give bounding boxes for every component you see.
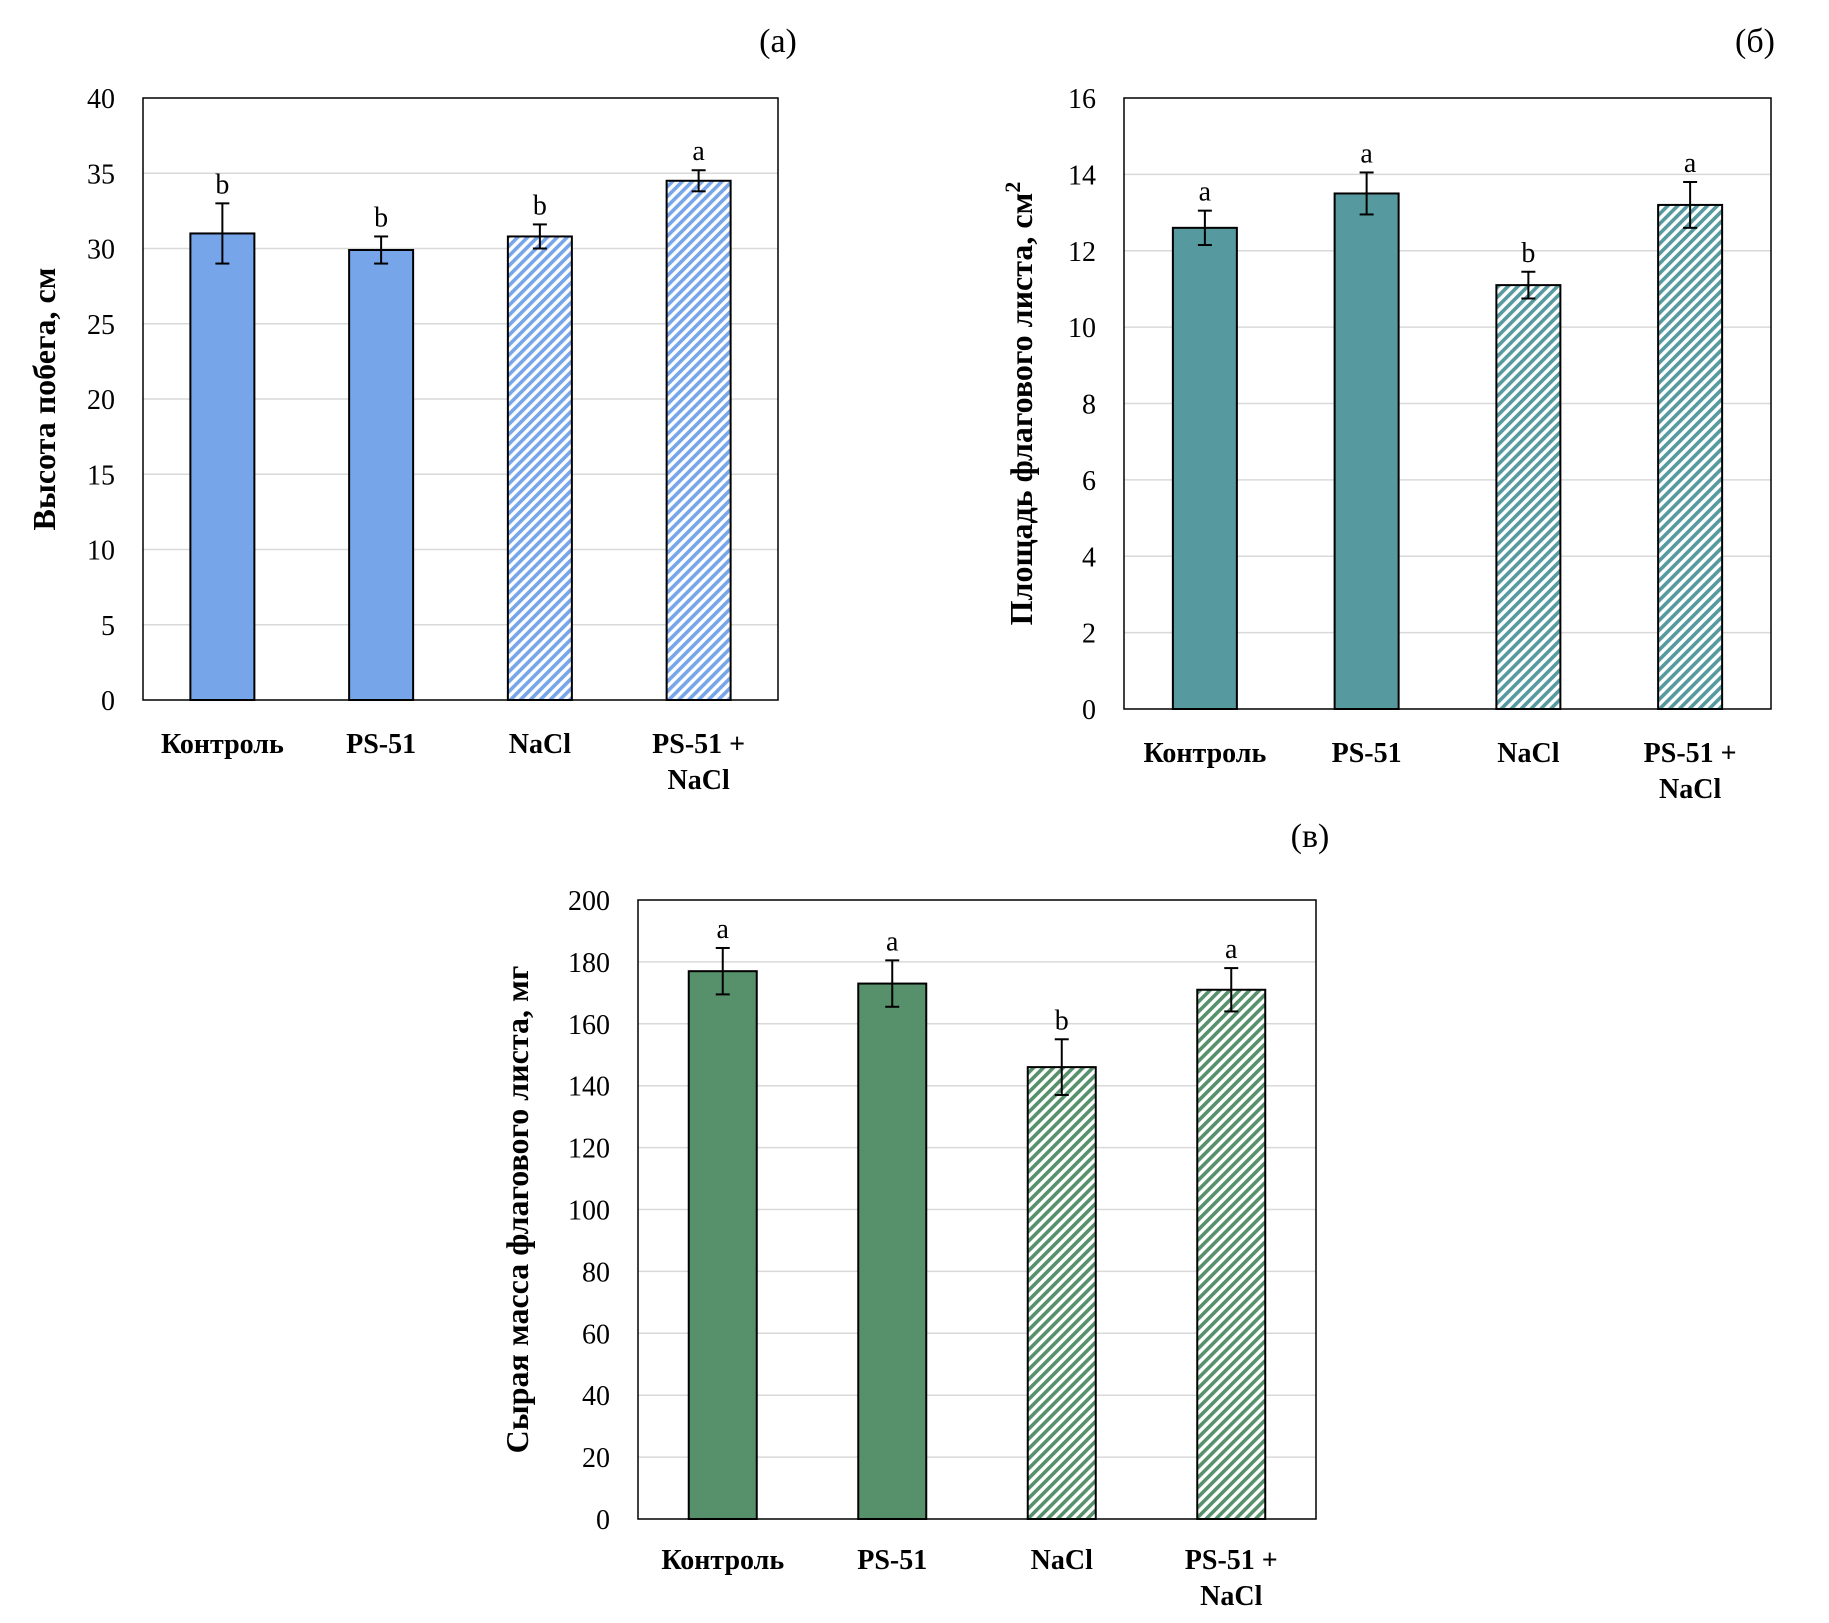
significance-letter: a [692, 136, 705, 167]
bar [687, 970, 758, 1520]
category-label: NaCl [1031, 1545, 1093, 1576]
y-tick-label: 0 [1082, 695, 1096, 726]
y-tick-label: 10 [1068, 313, 1096, 344]
y-tick-label: 140 [568, 1072, 610, 1103]
bar [1657, 203, 1724, 711]
y-tick-label: 12 [1068, 237, 1096, 268]
y-tick-label: 35 [87, 159, 115, 190]
bar [1333, 192, 1400, 710]
category-label: NaCl [509, 729, 571, 760]
y-tick-label: 20 [582, 1443, 610, 1474]
significance-letter: a [717, 914, 730, 945]
panel-label: (б) [1735, 23, 1775, 60]
plot-frame [637, 899, 1317, 1520]
y-tick-label: 15 [87, 460, 115, 491]
bar [1495, 284, 1562, 710]
category-label: PS-51 [857, 1545, 927, 1576]
plot-frame [1123, 97, 1772, 710]
significance-letter: b [533, 190, 547, 221]
panel-label: (в) [1291, 818, 1330, 855]
y-tick-label: 16 [1068, 84, 1096, 115]
bar [1196, 988, 1267, 1520]
y-tick-label: 14 [1068, 160, 1096, 191]
bar [1026, 1066, 1097, 1520]
y-tick-label: 6 [1082, 466, 1096, 497]
y-tick-label: 2 [1082, 619, 1096, 650]
y-axis-title: Сырая масса флагового листа, мг [499, 966, 535, 1454]
bar [665, 179, 732, 701]
bar [857, 982, 928, 1520]
category-label: PS-51 + [1185, 1545, 1278, 1576]
y-tick-label: 40 [582, 1381, 610, 1412]
significance-letter: a [1684, 148, 1697, 179]
y-tick-label: 0 [596, 1505, 610, 1536]
y-axis-title: Площадь флагового листа, см2 [1000, 182, 1039, 626]
category-label: NaCl [1497, 738, 1559, 769]
y-tick-label: 4 [1082, 542, 1096, 573]
chart-2: (б) 0 2 4 6 8 10 12 14 16 a Контроль a PS-51 b NaCl a PS-… [1000, 23, 1775, 805]
significance-letter: a [1199, 177, 1212, 208]
y-tick-label: 10 [87, 536, 115, 567]
category-label: Контроль [661, 1545, 784, 1576]
category-label: PS-51 + [1644, 738, 1737, 769]
y-tick-label: 0 [101, 686, 115, 717]
bar [1171, 226, 1238, 710]
category-label: Контроль [1143, 738, 1266, 769]
y-tick-label: 60 [582, 1319, 610, 1350]
y-tick-label: 100 [568, 1196, 610, 1227]
category-label: PS-51 [1332, 738, 1402, 769]
bar [189, 232, 256, 701]
y-tick-label: 5 [101, 611, 115, 642]
chart-3: (в) 0 20 40 60 80 100 120 140 160 180 200 a Контроль a… [499, 818, 1329, 1612]
y-tick-label: 20 [87, 385, 115, 416]
significance-letter: b [1521, 238, 1535, 269]
chart-1: (а) 0 5 10 15 20 25 30 35 40 b Контроль b PS-51 b NaCl a… [26, 23, 797, 796]
y-tick-label: 25 [87, 310, 115, 341]
significance-letter: a [886, 926, 899, 957]
panel-label: (а) [759, 23, 797, 60]
category-label: NaCl [1200, 1581, 1262, 1612]
y-tick-label: 80 [582, 1257, 610, 1288]
y-tick-label: 180 [568, 948, 610, 979]
category-label: NaCl [668, 765, 730, 796]
significance-letter: a [1225, 934, 1238, 965]
y-tick-label: 30 [87, 235, 115, 266]
category-label: PS-51 + [652, 729, 745, 760]
bar [506, 235, 573, 702]
y-axis-title: Высота побега, см [26, 268, 62, 531]
y-tick-label: 200 [568, 886, 610, 917]
bar [348, 249, 415, 701]
significance-letter: a [1360, 138, 1373, 169]
category-label: Контроль [161, 729, 284, 760]
y-tick-label: 8 [1082, 390, 1096, 421]
y-tick-label: 160 [568, 1010, 610, 1041]
y-tick-label: 120 [568, 1134, 610, 1165]
significance-letter: b [215, 169, 229, 200]
plot-frame [142, 97, 779, 701]
category-label: NaCl [1659, 774, 1721, 805]
significance-letter: b [374, 202, 388, 233]
significance-letter: b [1055, 1005, 1069, 1036]
category-label: PS-51 [346, 729, 416, 760]
y-tick-label: 40 [87, 84, 115, 115]
